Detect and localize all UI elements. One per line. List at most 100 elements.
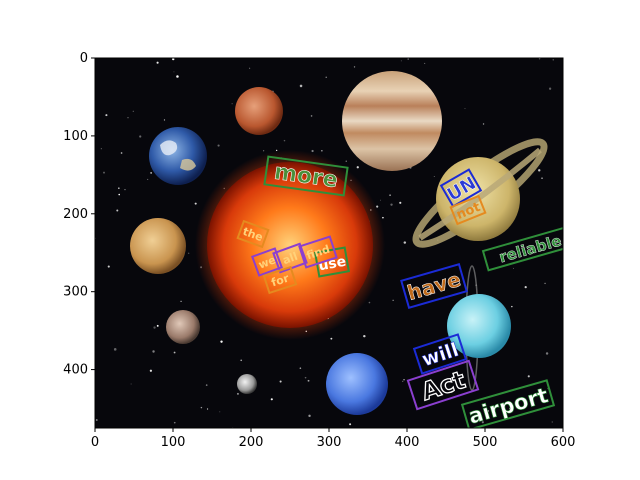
star bbox=[552, 59, 554, 61]
star bbox=[308, 414, 311, 418]
star bbox=[152, 350, 155, 353]
star bbox=[380, 199, 382, 201]
star bbox=[551, 421, 553, 423]
star bbox=[139, 135, 142, 138]
sun bbox=[195, 150, 385, 340]
word-use-text: use bbox=[317, 254, 347, 275]
star bbox=[511, 305, 513, 308]
star bbox=[120, 152, 123, 154]
star bbox=[127, 117, 129, 119]
star bbox=[219, 411, 221, 413]
star bbox=[512, 267, 514, 269]
star bbox=[220, 340, 223, 343]
star bbox=[345, 160, 347, 162]
star bbox=[353, 66, 356, 68]
star bbox=[173, 421, 176, 424]
x-tick-label: 0 bbox=[91, 435, 99, 450]
star bbox=[200, 406, 203, 409]
star bbox=[147, 178, 149, 180]
star bbox=[368, 301, 371, 304]
star bbox=[270, 398, 273, 401]
moon bbox=[166, 310, 200, 344]
star bbox=[304, 376, 307, 379]
star bbox=[176, 75, 179, 78]
star bbox=[356, 166, 359, 169]
star bbox=[118, 193, 121, 196]
star bbox=[390, 203, 393, 206]
y-tick-label: 300 bbox=[63, 285, 88, 300]
word-purple-2: all bbox=[272, 242, 308, 274]
star bbox=[163, 119, 166, 121]
star bbox=[543, 247, 545, 249]
star bbox=[113, 348, 117, 351]
star bbox=[118, 187, 120, 189]
star bbox=[105, 114, 108, 117]
star bbox=[240, 359, 243, 362]
x-tick-label: 200 bbox=[239, 435, 264, 450]
star bbox=[527, 375, 530, 378]
star bbox=[548, 87, 552, 90]
word-not: not bbox=[449, 194, 487, 226]
star bbox=[482, 123, 485, 125]
mercury bbox=[237, 374, 257, 394]
jupiter bbox=[342, 71, 442, 171]
word-purple-1-text: we bbox=[257, 253, 278, 271]
star bbox=[153, 326, 156, 329]
star bbox=[107, 265, 110, 268]
star bbox=[172, 58, 175, 61]
earth bbox=[149, 127, 207, 185]
star bbox=[95, 419, 98, 421]
star bbox=[487, 410, 490, 412]
star bbox=[173, 71, 175, 73]
star bbox=[399, 201, 402, 204]
star bbox=[262, 150, 265, 152]
star bbox=[433, 175, 435, 177]
star bbox=[124, 188, 126, 191]
star bbox=[400, 60, 402, 62]
star bbox=[544, 282, 546, 285]
word-orange-2-text: for bbox=[270, 271, 291, 289]
star bbox=[194, 202, 197, 205]
star bbox=[321, 149, 323, 152]
star bbox=[103, 171, 105, 174]
star bbox=[545, 352, 549, 355]
star bbox=[156, 324, 159, 327]
star bbox=[363, 334, 366, 338]
star bbox=[428, 379, 430, 382]
star bbox=[206, 408, 209, 410]
star bbox=[249, 67, 251, 69]
saturn bbox=[412, 138, 548, 248]
neptune bbox=[326, 353, 388, 415]
x-tick-label: 400 bbox=[395, 435, 420, 450]
y-tick-label: 100 bbox=[63, 129, 88, 144]
x-tick-label: 300 bbox=[317, 435, 342, 450]
word-purple-1: we bbox=[251, 247, 283, 277]
star bbox=[403, 241, 407, 244]
star bbox=[524, 286, 527, 289]
star bbox=[180, 300, 182, 302]
uranus bbox=[447, 265, 511, 391]
star bbox=[187, 252, 190, 254]
star bbox=[217, 144, 220, 147]
star bbox=[132, 110, 134, 112]
star bbox=[307, 379, 310, 382]
star bbox=[231, 103, 233, 105]
x-axis: 0 100 200 300 400 500 600 bbox=[91, 428, 575, 450]
x-tick-label: 100 bbox=[161, 435, 186, 450]
star bbox=[481, 421, 484, 424]
star bbox=[173, 351, 176, 354]
image-area: more UN not reliable have will Act airp bbox=[95, 58, 563, 428]
star bbox=[429, 293, 432, 296]
star bbox=[299, 84, 303, 88]
star bbox=[310, 115, 313, 117]
word-purple-2-text: all bbox=[281, 250, 300, 267]
star bbox=[311, 149, 314, 153]
star bbox=[509, 408, 511, 410]
star bbox=[407, 58, 409, 60]
star bbox=[100, 148, 102, 150]
star bbox=[382, 216, 384, 219]
star bbox=[283, 139, 286, 142]
star bbox=[275, 149, 278, 152]
star bbox=[403, 379, 405, 381]
